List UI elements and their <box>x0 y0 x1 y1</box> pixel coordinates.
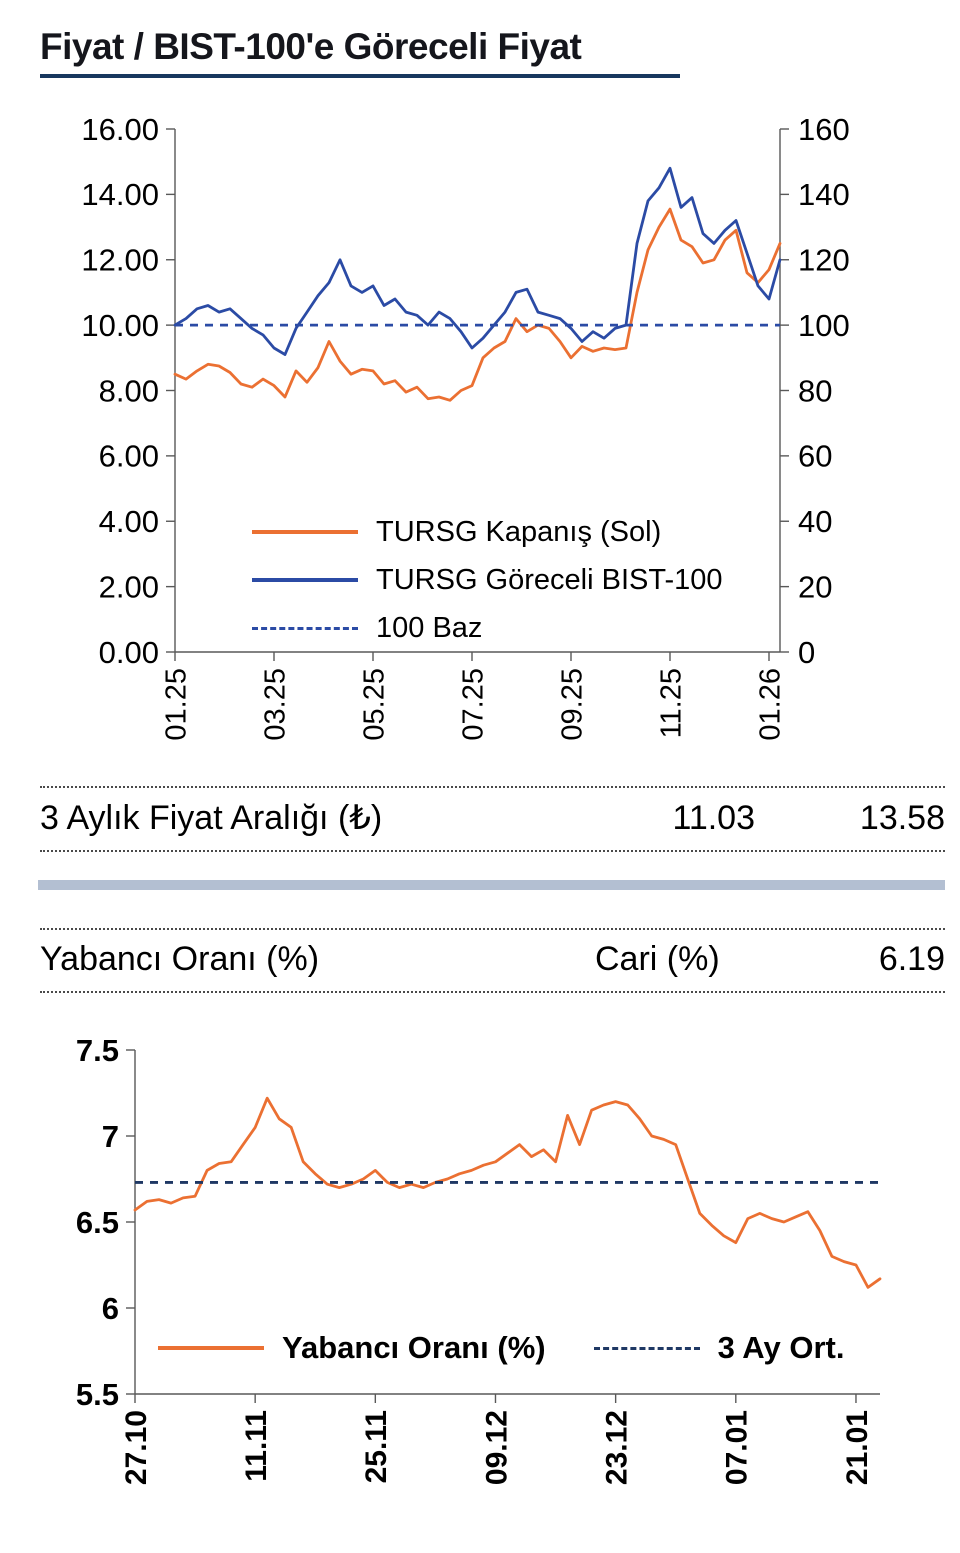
price-range-high: 13.58 <box>859 799 945 837</box>
price-range-label: 3 Aylık Fiyat Aralığı (₺) <box>40 799 383 837</box>
svg-text:11.25: 11.25 <box>655 668 687 738</box>
title-block: Fiyat / BIST-100'e Göreceli Fiyat <box>0 0 960 78</box>
svg-text:8.00: 8.00 <box>99 373 159 408</box>
foreign-ownership-chart: 5.5 6 6.5 7 7.5 27.10 11.11 25.11 09.12 23.12 07.0… <box>0 998 960 1546</box>
foreign-ownership-chart-canvas: 5.5 6 6.5 7 7.5 27.10 11.11 25.11 09.12 23.12 07.0… <box>76 1033 882 1485</box>
svg-text:16.00: 16.00 <box>81 112 159 147</box>
legend-item-base100: 100 Baz <box>252 604 723 652</box>
svg-text:12.00: 12.00 <box>81 243 159 278</box>
legend-label-foreign: Yabancı Oranı (%) <box>282 1330 546 1365</box>
legend-item-relative: TURSG Göreceli BIST-100 <box>252 556 723 604</box>
orange-line-sample <box>252 530 358 534</box>
svg-text:07.25: 07.25 <box>457 668 489 741</box>
svg-text:09.25: 09.25 <box>556 668 588 741</box>
current-pct-value: 6.19 <box>878 940 945 978</box>
orange-line-sample <box>158 1346 264 1350</box>
title-underline <box>40 74 680 78</box>
svg-text:01.26: 01.26 <box>754 668 786 741</box>
price-chart-legend: TURSG Kapanış (Sol) TURSG Göreceli BIST-… <box>252 508 723 652</box>
blue-line-sample <box>252 578 358 582</box>
page-title: Fiyat / BIST-100'e Göreceli Fiyat <box>40 26 582 67</box>
dashed-line-sample <box>593 1346 700 1350</box>
svg-text:5.5: 5.5 <box>76 1377 119 1412</box>
svg-text:10.00: 10.00 <box>81 308 159 343</box>
svg-text:40: 40 <box>798 504 832 539</box>
svg-text:20: 20 <box>798 569 832 604</box>
foreign-chart-legend: Yabancı Oranı (%) 3 Ay Ort. <box>158 1330 844 1366</box>
svg-text:11.11: 11.11 <box>240 1410 273 1482</box>
price-relative-chart: 0.00 2.00 4.00 6.00 8.00 10.00 12.00 14.00 16.00… <box>0 84 960 764</box>
svg-text:80: 80 <box>798 373 832 408</box>
svg-text:4.00: 4.00 <box>99 504 159 539</box>
svg-text:6.5: 6.5 <box>76 1205 119 1240</box>
svg-text:160: 160 <box>798 112 850 147</box>
price-range-row: 3 Aylık Fiyat Aralığı (₺) 11.03 13.58 <box>40 786 945 852</box>
svg-text:2.00: 2.00 <box>99 569 159 604</box>
svg-text:03.25: 03.25 <box>259 668 291 741</box>
price-relative-chart-canvas: 0.00 2.00 4.00 6.00 8.00 10.00 12.00 14.00 16.00… <box>81 112 850 741</box>
svg-text:100: 100 <box>798 308 850 343</box>
svg-text:25.11: 25.11 <box>360 1410 393 1483</box>
svg-text:14.00: 14.00 <box>81 177 159 212</box>
svg-text:05.25: 05.25 <box>358 668 390 741</box>
dashed-line-sample <box>252 626 358 630</box>
svg-text:01.25: 01.25 <box>160 668 192 741</box>
price-range-low: 11.03 <box>672 799 755 837</box>
legend-label-relative: TURSG Göreceli BIST-100 <box>376 563 723 596</box>
svg-text:7: 7 <box>102 1119 119 1154</box>
svg-text:6: 6 <box>102 1291 119 1326</box>
svg-text:120: 120 <box>798 243 850 278</box>
svg-text:60: 60 <box>798 439 832 474</box>
svg-text:23.12: 23.12 <box>600 1410 633 1485</box>
svg-text:140: 140 <box>798 177 850 212</box>
legend-label-base100: 100 Baz <box>376 611 483 644</box>
foreign-ownership-label: Yabancı Oranı (%) <box>40 940 320 978</box>
current-pct-label: Cari (%) <box>595 940 720 978</box>
svg-text:0.00: 0.00 <box>99 635 159 670</box>
legend-item-close: TURSG Kapanış (Sol) <box>252 508 723 556</box>
svg-text:09.12: 09.12 <box>480 1410 513 1485</box>
svg-text:0: 0 <box>798 635 815 670</box>
svg-text:27.10: 27.10 <box>120 1410 153 1485</box>
svg-text:7.5: 7.5 <box>76 1033 119 1068</box>
foreign-ownership-row: Yabancı Oranı (%) Cari (%) 6.19 <box>40 928 945 993</box>
svg-text:21.01: 21.01 <box>841 1410 874 1485</box>
svg-text:07.01: 07.01 <box>721 1410 754 1485</box>
section-divider <box>38 880 945 890</box>
legend-label-avg: 3 Ay Ort. <box>717 1330 845 1365</box>
legend-label-close: TURSG Kapanış (Sol) <box>376 515 662 548</box>
svg-text:6.00: 6.00 <box>99 439 159 474</box>
